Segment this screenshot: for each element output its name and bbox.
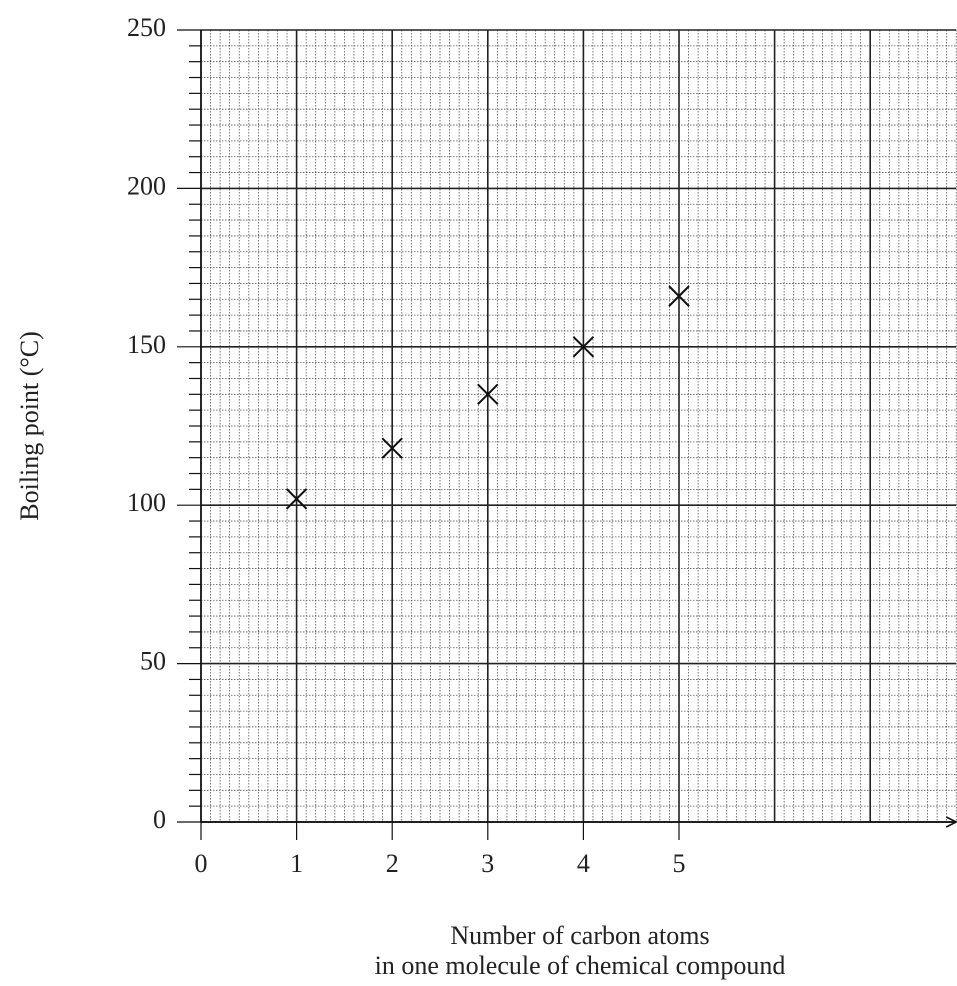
data-point bbox=[477, 383, 499, 406]
x-tick-label: 1 bbox=[290, 849, 303, 878]
y-tick-label: 100 bbox=[127, 488, 166, 517]
data-point bbox=[572, 336, 595, 358]
y-tick-label: 50 bbox=[140, 647, 166, 676]
y-tick-label: 0 bbox=[153, 805, 166, 834]
x-tick-label: 0 bbox=[195, 849, 208, 878]
x-tick-label: 4 bbox=[577, 849, 590, 878]
y-tick-label: 150 bbox=[127, 330, 166, 359]
data-point bbox=[668, 285, 690, 307]
x-axis-label: in one molecule of chemical compound bbox=[375, 951, 786, 980]
x-tick-label: 5 bbox=[673, 849, 686, 878]
y-tick-label: 200 bbox=[127, 171, 166, 200]
data-point bbox=[285, 488, 308, 510]
data-point bbox=[381, 437, 403, 459]
x-tick-label: 2 bbox=[386, 849, 399, 878]
y-tick-label: 250 bbox=[127, 13, 166, 42]
y-axis-label: Boiling point (°C) bbox=[15, 331, 44, 521]
x-axis-label: Number of carbon atoms bbox=[450, 921, 709, 950]
x-tick-label: 3 bbox=[481, 849, 494, 878]
x-axis-arrow bbox=[945, 816, 957, 828]
